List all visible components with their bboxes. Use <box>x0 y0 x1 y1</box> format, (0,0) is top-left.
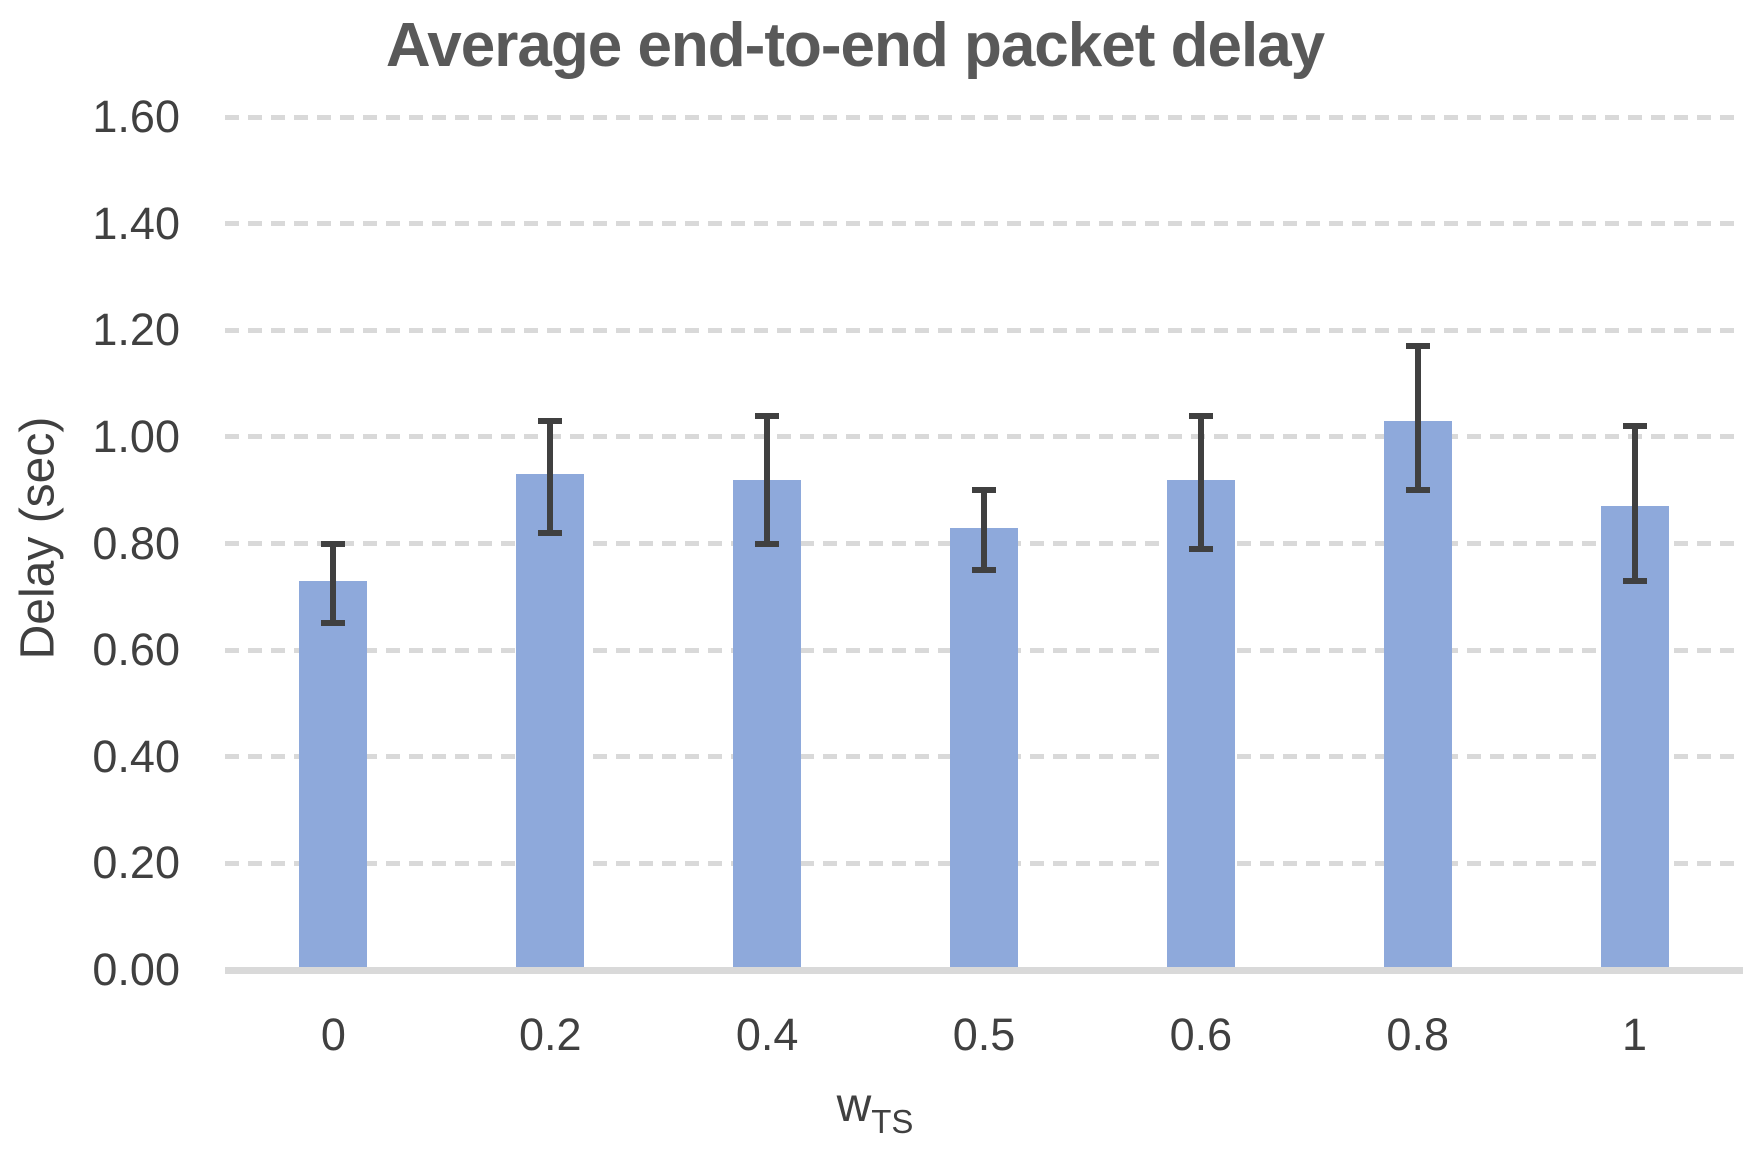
y-tick-label: 0.80 <box>92 517 180 569</box>
error-bar-top-cap <box>538 417 563 424</box>
error-bar-bottom-cap <box>1188 545 1213 552</box>
gridline <box>225 221 1743 227</box>
x-tick-label: 0.4 <box>735 1009 799 1060</box>
x-axis-title: wTS <box>837 1078 914 1141</box>
y-tick-label: 0.40 <box>92 730 180 782</box>
error-bar-line <box>1414 346 1421 491</box>
gridline <box>225 114 1743 120</box>
y-tick-label: 1.20 <box>92 304 180 356</box>
x-axis-line <box>225 966 1743 974</box>
error-bar-bottom-cap <box>538 529 563 536</box>
bar <box>733 479 802 970</box>
x-tick-label: 0.2 <box>519 1009 582 1060</box>
x-axis-title-main: w <box>836 1079 872 1132</box>
gridline <box>225 434 1743 440</box>
gridline <box>225 327 1743 333</box>
error-bar-bottom-cap <box>972 567 996 574</box>
error-bar-line <box>1197 415 1204 549</box>
y-tick-label: 1.00 <box>92 410 180 462</box>
x-tick-label: 0.6 <box>1169 1009 1233 1060</box>
bar <box>516 474 585 970</box>
error-bar-top-cap <box>321 540 346 547</box>
y-tick-label: 1.40 <box>92 197 180 249</box>
y-tick-label: 0.20 <box>92 837 180 889</box>
chart-title: Average end-to-end packet delay <box>385 11 1325 80</box>
error-bar-top-cap <box>1405 343 1430 350</box>
error-bar-line <box>547 420 554 533</box>
x-tick-label: 0.5 <box>952 1009 1016 1060</box>
error-bar-top-cap <box>1622 423 1647 430</box>
error-bar-top-cap <box>755 412 780 419</box>
error-bar-line <box>981 490 987 571</box>
y-tick-label: 0.00 <box>92 944 180 995</box>
x-tick-label: 0.8 <box>1386 1009 1449 1060</box>
x-tick-label: 1 <box>1622 1009 1648 1060</box>
x-tick-label: 0 <box>320 1009 346 1060</box>
error-bar-bottom-cap <box>1622 577 1647 584</box>
x-axis-title-subscript: TS <box>871 1103 914 1140</box>
error-bar-top-cap <box>1188 412 1213 419</box>
bar <box>1383 420 1452 970</box>
error-bar-line <box>330 543 337 624</box>
bar <box>950 527 1018 970</box>
error-bar-bottom-cap <box>321 620 346 627</box>
bar <box>1166 479 1235 970</box>
error-bar-top-cap <box>972 487 996 494</box>
error-bar-line <box>1631 426 1638 581</box>
error-bar-line <box>764 415 771 544</box>
y-tick-label: 1.60 <box>92 91 180 142</box>
error-bar-bottom-cap <box>755 540 780 547</box>
y-tick-label: 0.60 <box>92 624 180 676</box>
bar <box>299 580 368 970</box>
error-bar-bottom-cap <box>1405 487 1430 494</box>
